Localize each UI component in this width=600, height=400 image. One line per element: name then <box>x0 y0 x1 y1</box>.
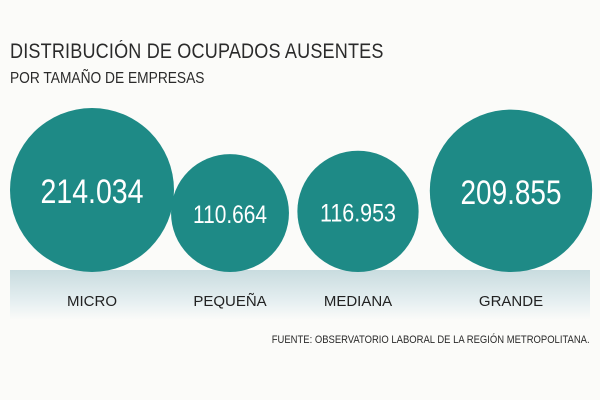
category-label-mediana: MEDIANA <box>324 293 392 310</box>
bubble-value-pequeña: 110.664 <box>193 201 267 229</box>
bubble-micro <box>10 108 174 272</box>
category-label-grande: GRANDE <box>479 293 543 310</box>
bubble-value-micro: 214.034 <box>41 173 144 211</box>
chart-subtitle: POR TAMAÑO DE EMPRESAS <box>10 70 205 87</box>
ground-band <box>10 270 590 320</box>
bubble-pequeña <box>171 154 289 272</box>
category-label-pequeña: PEQUEÑA <box>193 293 266 310</box>
bubble-mediana <box>297 150 419 272</box>
category-label-micro: MICRO <box>67 293 117 310</box>
source-note: FUENTE: OBSERVATORIO LABORAL DE LA REGIÓ… <box>272 334 590 346</box>
bubble-value-grande: 209.855 <box>461 174 562 212</box>
chart-title: DISTRIBUCIÓN DE OCUPADOS AUSENTES <box>10 40 384 63</box>
bubble-value-mediana: 116.953 <box>320 199 396 227</box>
bubble-grande <box>429 109 593 272</box>
